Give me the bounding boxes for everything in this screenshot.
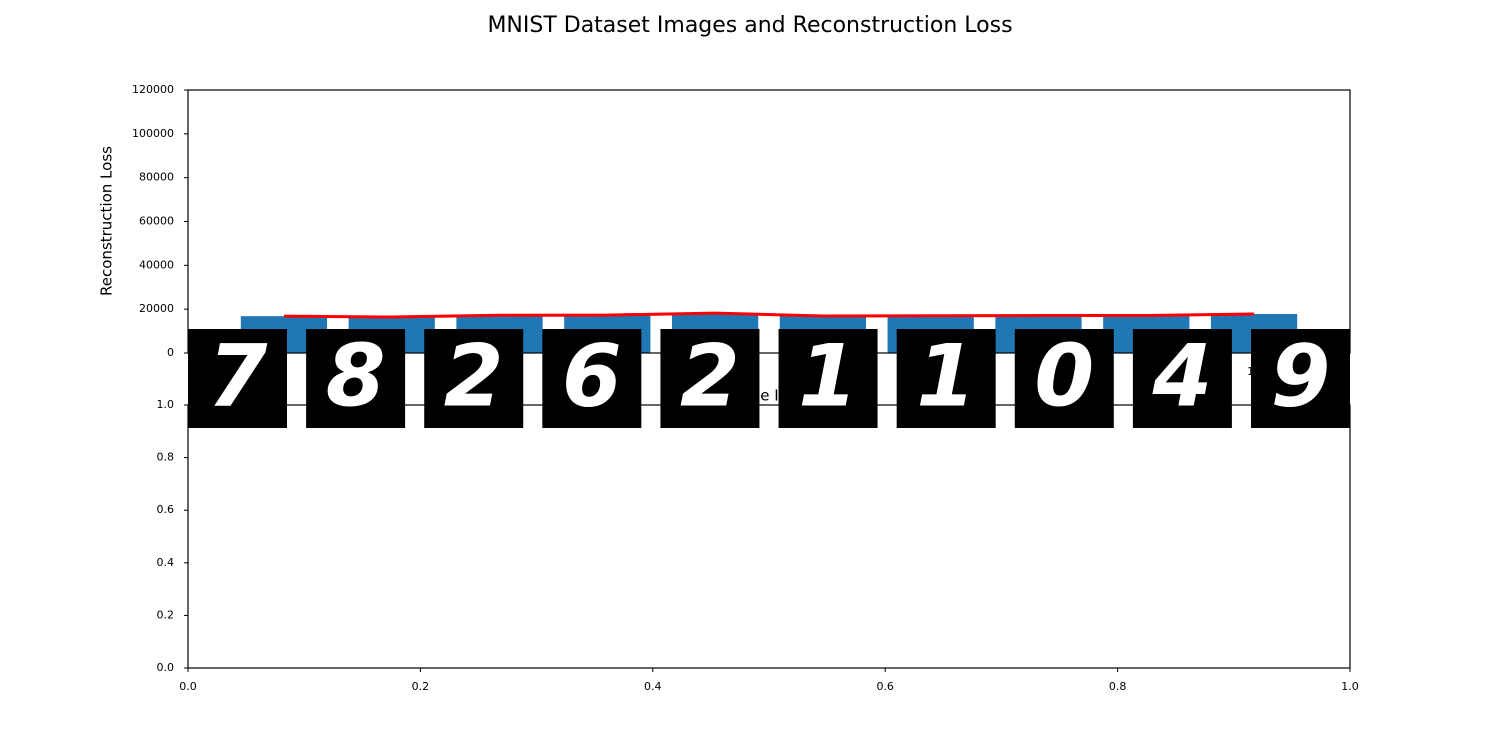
digit: 4 xyxy=(1151,326,1212,426)
digit-image xyxy=(424,329,524,428)
axes-frame xyxy=(187,404,1351,669)
y-tick-label: 0.4 xyxy=(157,556,175,569)
digit-image xyxy=(1014,329,1114,428)
x-tick-label: 0.2 xyxy=(412,680,430,693)
digit-image xyxy=(778,329,878,428)
digit: 8 xyxy=(326,326,386,426)
x-tick-label: 0.8 xyxy=(1109,680,1127,693)
y-tick-label: 0.0 xyxy=(157,661,175,674)
digit-image xyxy=(660,329,760,428)
y-tick-label: 60000 xyxy=(139,215,174,228)
x-tick-label: 0.6 xyxy=(876,680,894,693)
y-tick-label: 80000 xyxy=(139,171,174,184)
digit: 0 xyxy=(1034,326,1094,426)
axes-frame xyxy=(187,89,1351,354)
x-tick-label: 0.4 xyxy=(644,680,662,693)
digit: 2 xyxy=(444,326,504,426)
digit-image xyxy=(188,329,287,428)
x-tick-label: 0.0 xyxy=(179,680,197,693)
y-tick-label: 120000 xyxy=(132,83,174,96)
digit-image xyxy=(1132,329,1232,428)
y-tick-label: 100000 xyxy=(132,127,174,140)
y-axis-label: Reconstruction Loss xyxy=(98,146,116,296)
digit: 1 xyxy=(798,326,858,426)
y-tick-label: 0 xyxy=(167,346,174,359)
y-tick-label: 0.2 xyxy=(157,608,175,621)
digit-image xyxy=(306,329,406,428)
digit: 9 xyxy=(1271,326,1331,426)
digit-image xyxy=(1251,329,1350,428)
digit: 7 xyxy=(208,326,268,426)
chart-title: MNIST Dataset Images and Reconstruction … xyxy=(487,13,1012,38)
digit: 1 xyxy=(916,326,976,426)
y-tick-label: 0.8 xyxy=(157,451,175,464)
digit-image xyxy=(542,329,642,428)
y-tick-label: 40000 xyxy=(139,258,174,271)
y-tick-label: 0.6 xyxy=(157,503,175,516)
digit-image xyxy=(896,329,996,428)
digit: 2 xyxy=(680,326,740,426)
loss-line xyxy=(283,311,1255,319)
digit: 6 xyxy=(562,326,622,426)
y-tick-label: 20000 xyxy=(139,302,174,315)
x-tick-label: 1.0 xyxy=(1341,680,1359,693)
y-tick-label: 1.0 xyxy=(157,398,175,411)
